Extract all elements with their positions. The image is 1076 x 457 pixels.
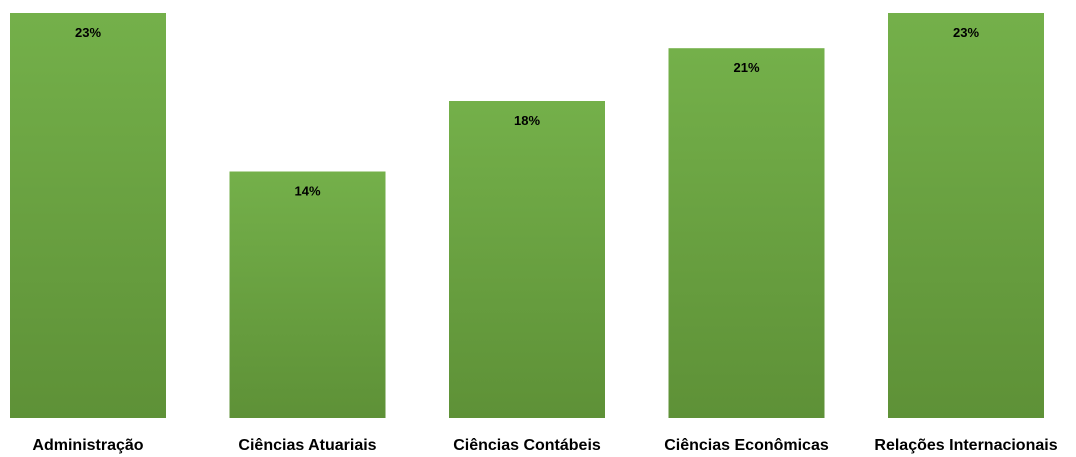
category-label-0: Administração bbox=[32, 437, 143, 454]
bars-group bbox=[10, 13, 1044, 418]
category-labels-group: Administração Ciências Atuariais Ciências … bbox=[32, 437, 1057, 454]
data-label-3: 21% bbox=[733, 60, 759, 75]
data-label-2: 18% bbox=[514, 113, 540, 128]
category-label-1: Ciências Atuariais bbox=[238, 437, 376, 454]
data-label-0: 23% bbox=[75, 25, 101, 40]
bar-3 bbox=[668, 48, 825, 418]
data-labels-group: 23% 14% 18% 21% 23% bbox=[75, 25, 979, 199]
category-label-3: Ciências Econômicas bbox=[664, 437, 829, 454]
bar-0 bbox=[10, 13, 166, 418]
bar-2 bbox=[449, 101, 605, 418]
category-label-4: Relações Internacionais bbox=[874, 437, 1057, 454]
bar-4 bbox=[888, 13, 1044, 418]
category-label-2: Ciências Contábeis bbox=[453, 437, 601, 454]
data-label-1: 14% bbox=[294, 184, 320, 199]
data-label-4: 23% bbox=[953, 25, 979, 40]
bar-1 bbox=[229, 171, 386, 418]
